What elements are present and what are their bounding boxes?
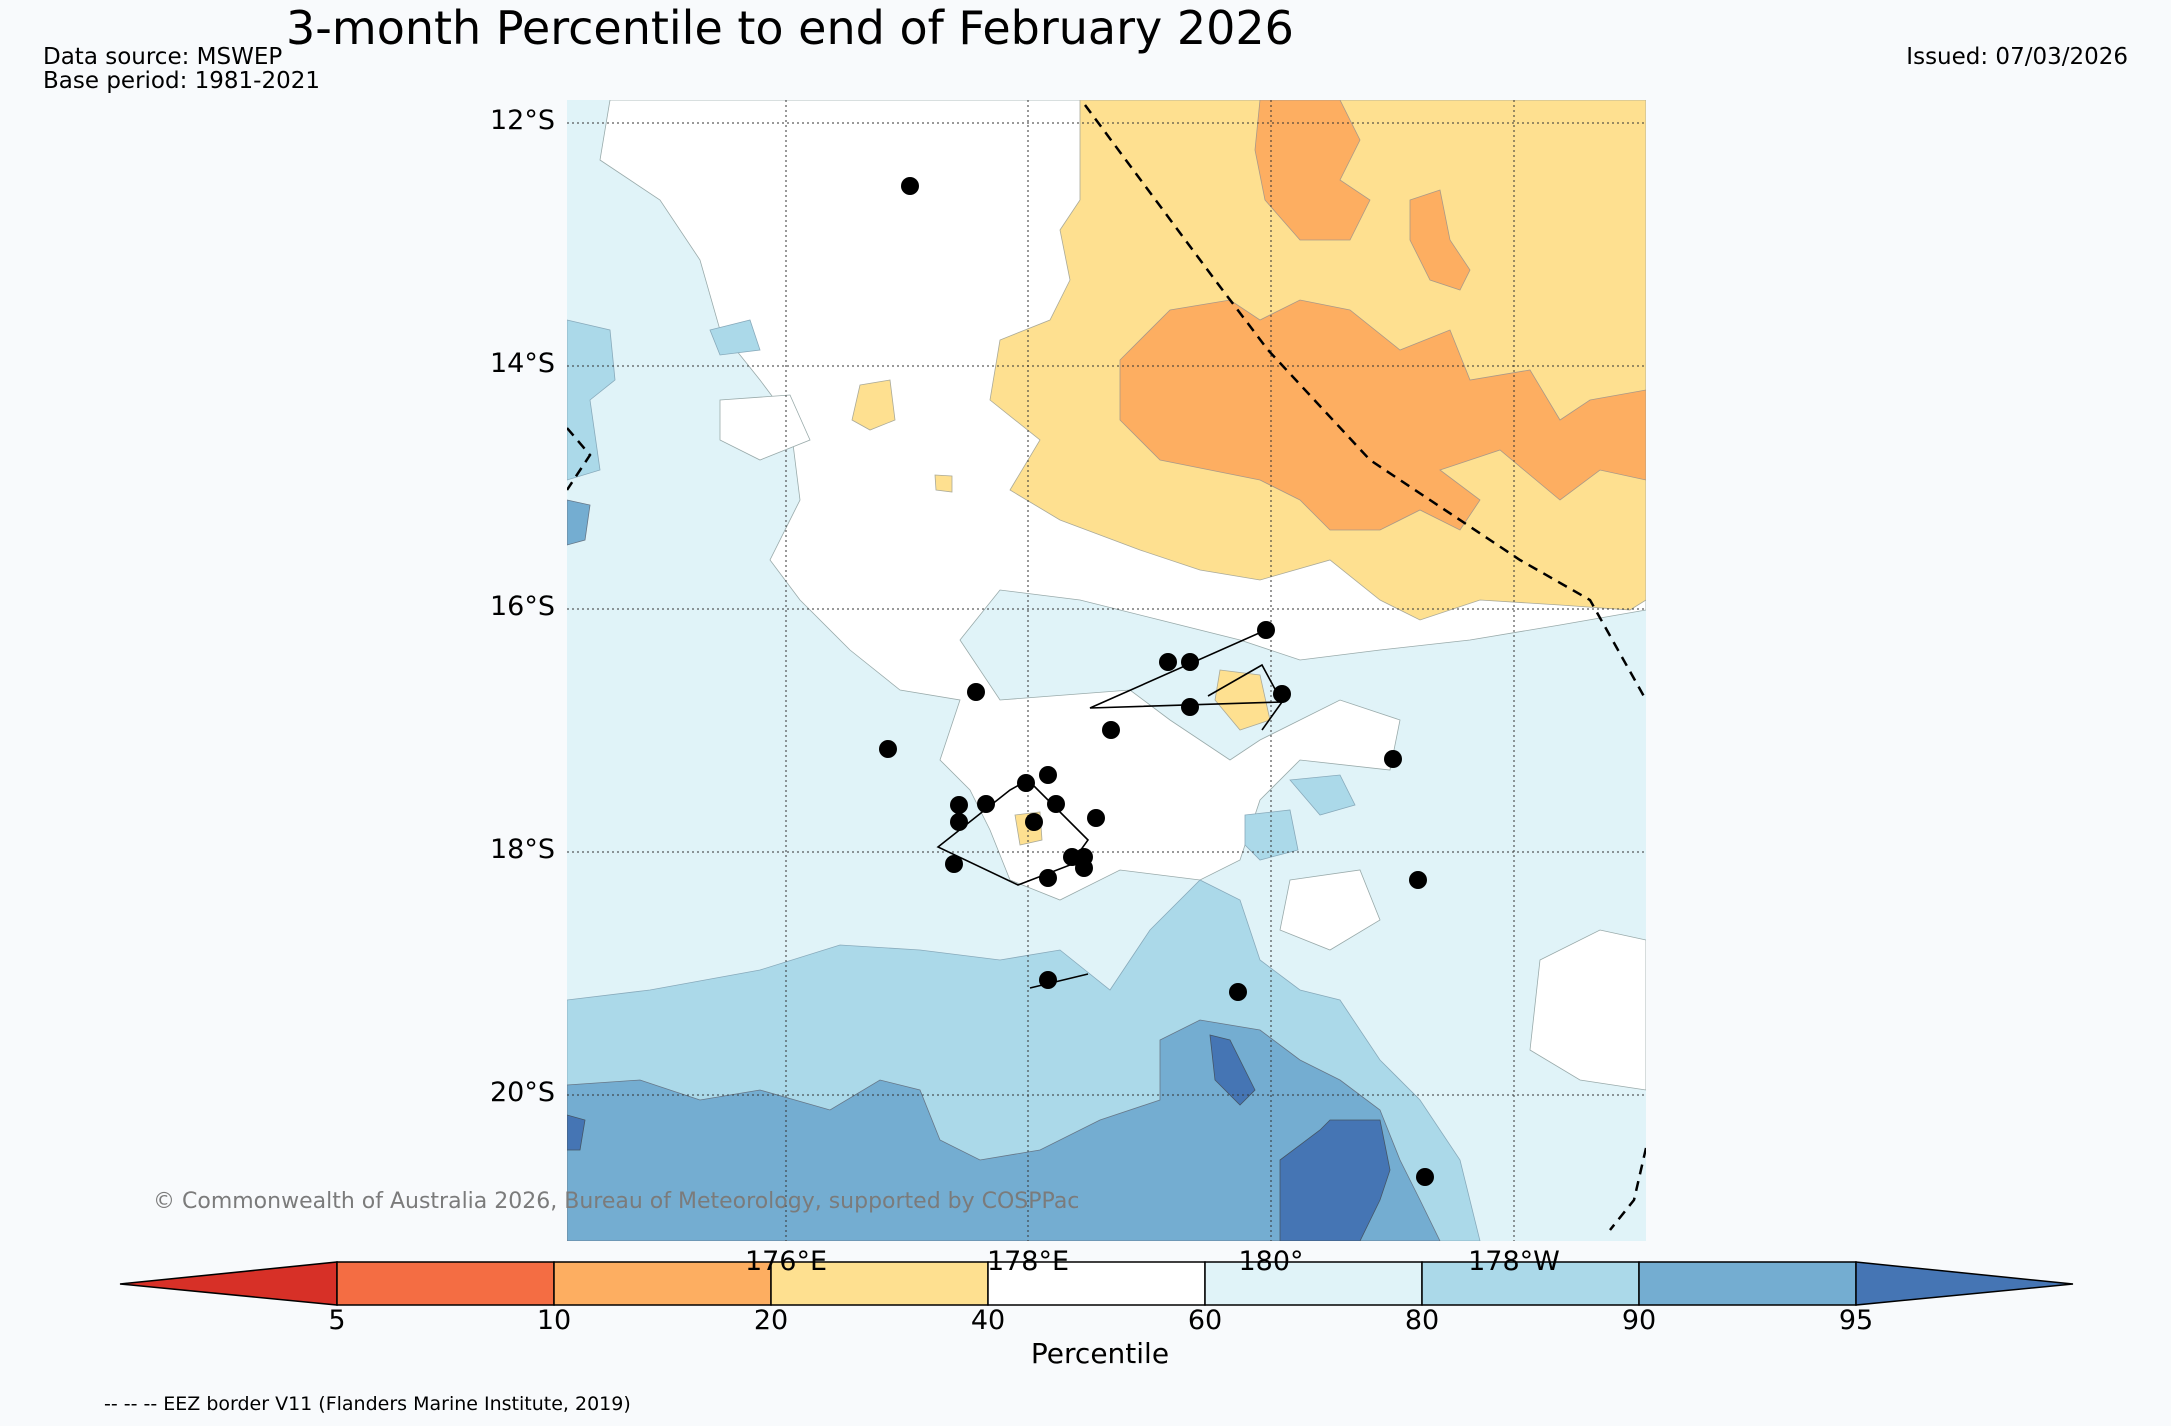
field-40-60-west (719, 394, 811, 461)
colorbar-below-5 (119, 1261, 338, 1306)
field-80-90-mid2 (1289, 774, 1356, 816)
colorbar-90-95 (1638, 1261, 1857, 1306)
colorbar-tick-80: 80 (1404, 1305, 1440, 1336)
lon-label-176e: 176°E (744, 1246, 828, 1277)
colorbar-above-95 (1855, 1261, 2074, 1306)
colorbar-10-20 (553, 1261, 772, 1306)
colorbar-tick-5: 5 (328, 1305, 346, 1336)
field-90-95-west (567, 499, 591, 546)
lon-label-178e: 178°E (986, 1246, 1070, 1277)
stations (879, 177, 1434, 1186)
lat-label-18s: 18°S (490, 834, 555, 865)
data-source: Data source: MSWEP (43, 44, 283, 70)
colorbar-20-40 (770, 1261, 989, 1306)
eez-border (567, 104, 1646, 1231)
field-40-60-east (1529, 929, 1646, 1091)
copyright-notice: © Commonwealth of Australia 2026, Bureau… (153, 1189, 1080, 1214)
lon-label-178w: 178°W (1468, 1246, 1560, 1277)
colorbar (119, 1261, 2074, 1306)
field-20-40-w1 (851, 379, 896, 431)
lat-label-12s: 12°S (490, 105, 555, 136)
issued-date: Issued: 07/03/2026 (1906, 44, 2128, 70)
colorbar-tick-10: 10 (536, 1305, 572, 1336)
percentile-field (567, 100, 1646, 1241)
colorbar-tick-60: 60 (1187, 1305, 1223, 1336)
graticule (567, 100, 1646, 1241)
field-above-95 (1279, 1119, 1391, 1241)
field-20-40-w2 (934, 474, 953, 493)
colorbar-tick-95: 95 (1838, 1305, 1874, 1336)
field-above-95-2 (1209, 1034, 1256, 1106)
eez-legend-note: -- -- -- EEZ border V11 (Flanders Marine… (104, 1393, 631, 1415)
lat-label-16s: 16°S (490, 591, 555, 622)
field-10-20-north (1254, 100, 1371, 241)
page-title: 3-month Percentile to end of February 20… (286, 1, 1294, 55)
colorbar-tick-40: 40 (970, 1305, 1006, 1336)
lat-label-20s: 20°S (490, 1077, 555, 1108)
colorbar-title: Percentile (1030, 1337, 1170, 1370)
field-80-90-nw (709, 319, 761, 356)
field-40-60-ne (1279, 869, 1381, 951)
field-10-20-main (1119, 299, 1646, 531)
lat-label-14s: 14°S (490, 348, 555, 379)
field-above-95-3 (567, 1114, 586, 1151)
colorbar-60-80 (1204, 1261, 1423, 1306)
lon-label-180: 180° (1238, 1246, 1304, 1277)
field-10-20-ne (1409, 189, 1471, 291)
colorbar-tick-20: 20 (753, 1305, 789, 1336)
colorbar-tick-90: 90 (1621, 1305, 1657, 1336)
base-period: Base period: 1981-2021 (43, 68, 321, 94)
field-80-90-west (567, 319, 616, 481)
colorbar-5-10 (336, 1261, 555, 1306)
